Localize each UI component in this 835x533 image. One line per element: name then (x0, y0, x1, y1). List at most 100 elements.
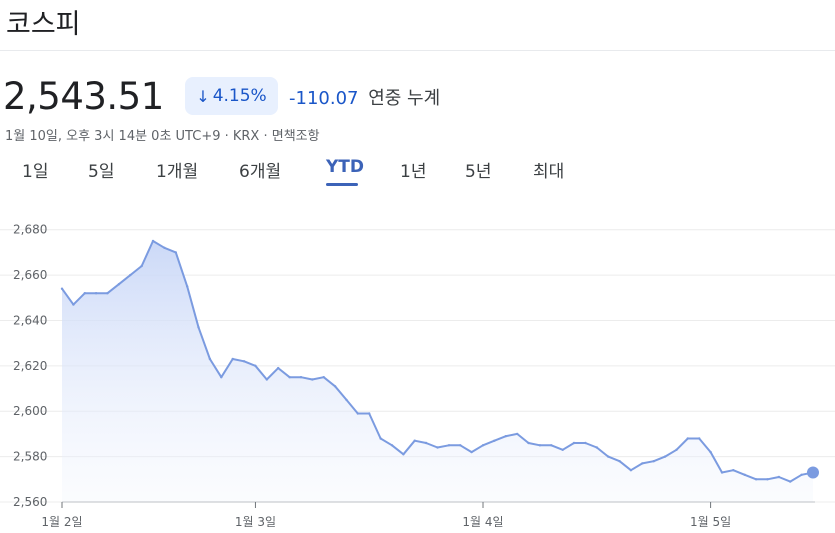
data-point (789, 480, 792, 483)
data-point (231, 357, 234, 361)
tab-1d[interactable]: 1일 (22, 162, 49, 182)
change-period-label: 연중 누계 (368, 88, 441, 109)
data-point (436, 446, 439, 449)
tab-ytd[interactable]: YTD (326, 157, 365, 177)
data-point (117, 283, 121, 286)
data-point (129, 273, 132, 277)
data-point (618, 460, 621, 463)
data-point (561, 448, 564, 451)
data-point (265, 378, 268, 381)
data-point (174, 251, 177, 254)
data-point (652, 460, 655, 463)
data-point (94, 292, 98, 295)
y-axis-ticks: 2,560 2,580 2,600 2,620 2,640 2,660 2,680 (13, 223, 47, 509)
data-point (629, 469, 633, 472)
data-point (356, 412, 359, 415)
y-tick-label: 2,580 (13, 450, 47, 464)
data-point (140, 264, 143, 268)
data-point (698, 437, 701, 440)
data-point (72, 303, 75, 306)
x-tick-label: 1월 2일 (41, 515, 82, 529)
data-point (277, 366, 280, 370)
active-tab-indicator (326, 183, 358, 186)
data-point (151, 239, 155, 243)
data-point (527, 441, 530, 445)
data-point (743, 473, 746, 476)
data-point (186, 285, 189, 288)
data-point (516, 432, 519, 436)
data-point (504, 435, 507, 438)
y-tick-label: 2,640 (13, 313, 47, 327)
data-point (686, 437, 689, 440)
index-title: 코스피 (6, 9, 81, 40)
data-point (720, 471, 724, 474)
data-point (800, 473, 803, 476)
data-point (675, 448, 678, 451)
data-point (333, 385, 337, 388)
data-point (83, 292, 87, 295)
data-point (208, 357, 212, 361)
data-point (481, 444, 485, 447)
data-point (766, 478, 769, 481)
price-chart[interactable]: 2,560 2,580 2,600 2,620 2,640 2,660 2,680 1월 2… (0, 195, 835, 533)
y-tick-label: 2,620 (13, 359, 47, 373)
title-divider (0, 50, 835, 51)
data-point (777, 475, 781, 479)
data-point (368, 412, 371, 415)
data-point (288, 376, 291, 379)
change-percent-badge: ↓ 4.15% (185, 77, 278, 115)
data-point (106, 292, 109, 295)
data-point (550, 444, 553, 447)
tab-6m[interactable]: 6개월 (239, 162, 282, 182)
tab-max[interactable]: 최대 (533, 162, 565, 182)
data-point (572, 441, 576, 445)
data-point (220, 376, 223, 379)
tab-1y[interactable]: 1년 (400, 162, 427, 182)
data-point (345, 398, 348, 402)
current-price: 2,543.51 (3, 75, 164, 118)
data-point (322, 376, 325, 379)
data-point (254, 364, 257, 367)
tab-5d[interactable]: 5일 (88, 162, 115, 182)
y-tick-label: 2,660 (13, 268, 47, 282)
data-point (538, 444, 542, 447)
change-percent: 4.15% (212, 86, 267, 106)
data-point (732, 469, 735, 472)
data-point (424, 441, 428, 445)
data-point (709, 450, 712, 454)
data-point (447, 444, 451, 447)
data-point (242, 360, 246, 363)
data-point (413, 439, 416, 442)
last-price-marker (807, 466, 819, 479)
series-area (62, 241, 813, 502)
data-point (754, 478, 758, 481)
data-point (402, 453, 405, 456)
data-point (311, 378, 314, 381)
data-point (299, 376, 303, 379)
tab-1m[interactable]: 1개월 (156, 162, 199, 182)
arrow-down-icon: ↓ (196, 86, 210, 106)
y-tick-label: 2,680 (13, 223, 47, 237)
data-point (493, 439, 496, 442)
x-tick-label: 1월 5일 (690, 515, 731, 529)
y-tick-label: 2,600 (13, 404, 47, 418)
period-tabs: 1일 5일 1개월 6개월 YTD 1년 5년 최대 (0, 155, 835, 191)
x-tick-label: 1월 3일 (235, 515, 276, 529)
data-point (595, 446, 598, 449)
data-point (459, 444, 462, 447)
data-point (379, 437, 382, 440)
data-point (584, 441, 587, 445)
data-point (663, 455, 667, 458)
data-point (607, 455, 610, 458)
data-point (163, 246, 166, 249)
change-summary: -110.07 연중 누계 (289, 84, 440, 110)
data-point (197, 326, 200, 329)
y-tick-label: 2,560 (13, 495, 47, 509)
tab-5y[interactable]: 5년 (465, 162, 492, 182)
data-point (641, 462, 644, 465)
data-point (390, 444, 394, 447)
data-point (470, 450, 473, 454)
data-point (60, 287, 64, 290)
quote-meta[interactable]: 1월 10일, 오후 3시 14분 0초 UTC+9 · KRX · 면책조항 (5, 129, 320, 144)
